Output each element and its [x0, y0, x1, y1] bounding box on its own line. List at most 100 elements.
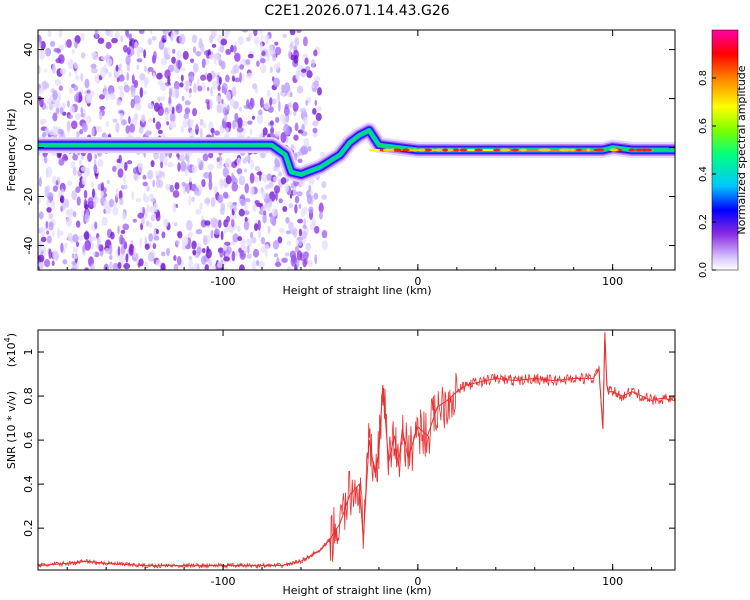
- spectrogram-noise-blob: [317, 87, 322, 96]
- spectrogram-noise-blob: [245, 198, 251, 203]
- spectrogram-noise-blob: [38, 196, 41, 205]
- spectrogram-noise-blob: [75, 241, 80, 247]
- spectrogram-noise-blob: [200, 43, 205, 53]
- spectrogram-noise-blob: [237, 117, 243, 129]
- colorbar-ticks: 0.0 0.2 0.4 0.6 0.8: [698, 70, 716, 278]
- spectrogram-noise-blob: [92, 251, 96, 257]
- spectrogram-noise-blob: [214, 130, 220, 136]
- spectrogram-noise-blob: [51, 260, 55, 267]
- spectrogram-noise-blob: [87, 196, 94, 206]
- spectrogram-noise-blob: [220, 230, 224, 241]
- spectrogram-noise-blob: [80, 107, 84, 114]
- spectrogram-noise-blob: [268, 181, 274, 189]
- spectrogram-noise-blob: [219, 207, 225, 216]
- spectrogram-noise-blob: [159, 102, 163, 109]
- spectrogram-noise-blob: [269, 215, 277, 225]
- spectrogram-noise-blob: [273, 185, 281, 194]
- spectrogram-noise-blob: [181, 181, 186, 187]
- spectrogram-noise-blob: [112, 262, 119, 270]
- spectrogram-noise-blob: [314, 225, 320, 234]
- spectrogram-noise-blob: [274, 261, 282, 267]
- spectrogram-noise-blob: [158, 171, 165, 177]
- spectrogram-noise-blob: [101, 55, 107, 61]
- spectrogram-noise-blob: [103, 85, 108, 96]
- spectrogram-ridge-peak: [474, 148, 484, 152]
- spectrogram-noise-blob: [259, 97, 264, 108]
- spectrogram-noise-blob: [223, 228, 227, 234]
- spectrogram-noise-blob: [123, 262, 131, 270]
- spectrogram-noise-blob: [284, 252, 290, 257]
- spectrogram-ridge-peak: [424, 148, 433, 152]
- spectrogram-ridge-peak: [575, 148, 582, 152]
- spectrogram-noise-blob: [81, 122, 87, 131]
- spectrogram-noise-blob: [169, 111, 176, 123]
- spectrogram-noise-blob: [219, 180, 226, 187]
- spectrogram-noise-blob: [142, 115, 145, 124]
- spectrogram-noise-blob: [61, 188, 64, 197]
- spectrogram-ridge: [38, 122, 675, 183]
- spectrogram-noise-blob: [242, 120, 247, 127]
- spectrogram-noise-blob: [212, 80, 217, 91]
- spectrogram-noise-blob: [99, 94, 105, 100]
- spectrogram-noise-blob: [87, 152, 93, 163]
- spectrogram-noise-blob: [234, 112, 239, 123]
- spectrogram-noise-blob: [115, 122, 120, 133]
- spectrogram-noise-blob: [92, 188, 95, 198]
- spectrogram-noise-blob: [99, 105, 106, 111]
- spectrogram-noise-blob: [268, 44, 274, 55]
- spectrogram-noise-blob: [277, 92, 280, 103]
- spectrogram-noise-blob: [321, 240, 328, 251]
- spectrogram-noise-blob: [155, 178, 161, 189]
- spectrogram-noise-blob: [143, 66, 147, 73]
- spectrogram-noise-blob: [217, 194, 224, 204]
- y-tick-label: 40: [22, 43, 35, 57]
- spectrogram-noise-blob: [269, 120, 274, 126]
- spectrogram-noise-blob: [305, 99, 308, 106]
- spectrogram-noise-blob: [192, 46, 197, 54]
- spectrogram-noise-blob: [63, 156, 69, 161]
- spectrogram-noise-blob: [157, 129, 163, 135]
- spectrogram-noise-blob: [192, 249, 197, 256]
- spectrogram-noise-blob: [182, 50, 189, 60]
- spectrogram-noise-blob: [297, 218, 304, 224]
- spectrogram-noise-blob: [272, 176, 280, 182]
- spectrogram-noise-blob: [43, 82, 50, 89]
- spectrogram-noise-blob: [133, 79, 139, 88]
- spectrogram-noise-blob: [90, 63, 97, 69]
- spectrogram-noise-blob: [145, 220, 150, 227]
- spectrogram-noise-blob: [282, 206, 288, 213]
- y-tick-label: -40: [22, 237, 35, 255]
- spectrogram-noise-blob: [273, 77, 280, 88]
- spectrogram-noise-blob: [97, 236, 100, 248]
- spectrogram-noise-blob: [139, 73, 146, 81]
- spectrogram-noise-blob: [139, 87, 144, 98]
- spectrogram-noise-blob: [241, 72, 245, 82]
- spectrogram-noise-blob: [155, 212, 161, 222]
- spectrogram-noise-blob: [132, 218, 137, 223]
- spectrogram-noise-blob: [83, 189, 88, 199]
- spectrogram-noise-blob: [202, 153, 209, 162]
- spectrogram-noise-blob: [296, 85, 304, 94]
- spectrogram-noise-blob: [210, 197, 216, 208]
- spectrogram-noise-blob: [209, 99, 213, 109]
- spectrogram-noise-blob: [208, 171, 212, 183]
- spectrogram-ridge-peak: [569, 148, 576, 152]
- spectrogram-noise-blob: [38, 254, 45, 263]
- spectrogram-noise-blob: [149, 193, 154, 199]
- spectrogram-noise-blob: [263, 210, 267, 216]
- spectrogram-noise-blob: [38, 41, 42, 48]
- spectrogram-noise-blob: [221, 98, 224, 105]
- spectrogram-noise-blob: [218, 219, 222, 229]
- spectrogram-noise-blob: [144, 243, 150, 250]
- spectrogram-noise-blob: [189, 129, 195, 139]
- spectrogram-noise-blob: [118, 85, 123, 91]
- spectrogram-noise-blob: [297, 158, 303, 164]
- spectrogram-noise-blob: [307, 145, 312, 152]
- spectrogram-noise-blob: [72, 233, 79, 243]
- spectrogram-noise-blob: [42, 131, 47, 138]
- spectrogram-noise-blob: [210, 86, 213, 97]
- spectrogram-noise-blob: [51, 63, 56, 74]
- spectrogram-ridge-peak: [452, 148, 460, 152]
- spectrogram-noise-blob: [48, 102, 54, 111]
- spectrogram-noise-blob: [40, 226, 46, 237]
